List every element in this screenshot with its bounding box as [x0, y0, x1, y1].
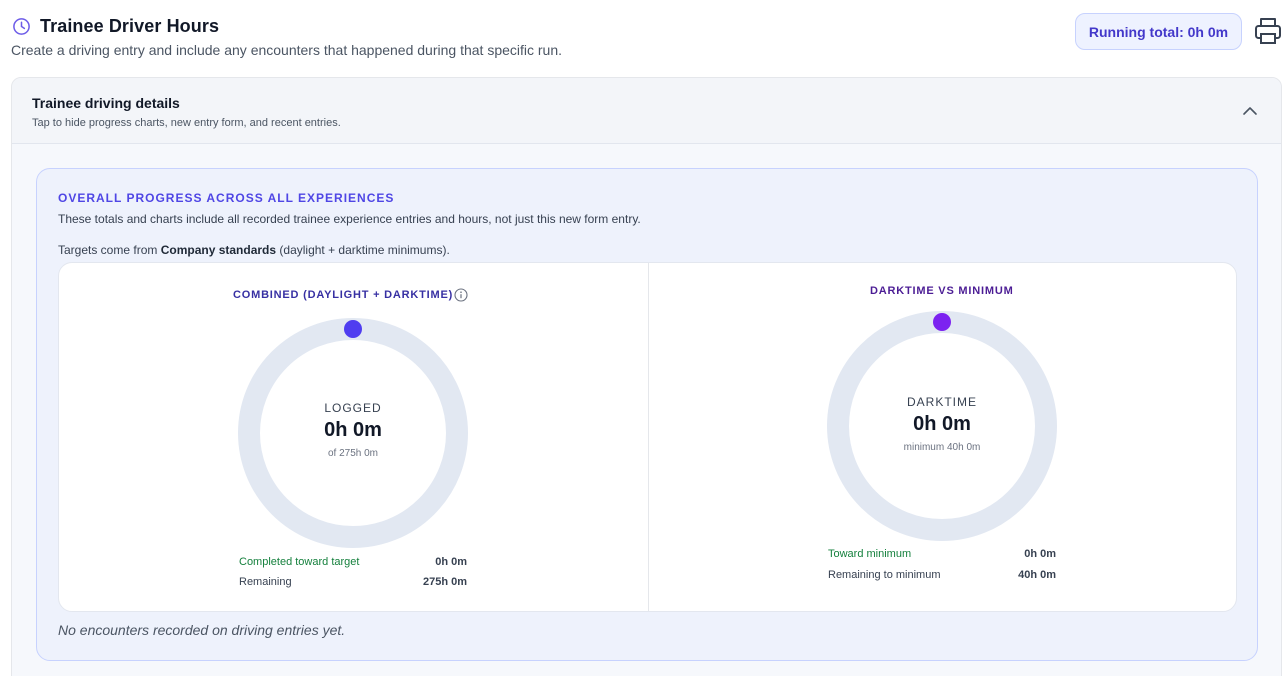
charts-container: COMBINED (DAYLIGHT + DARKTIME) LOGGED 0h…	[58, 262, 1237, 612]
panel-hint: Tap to hide progress charts, new entry f…	[32, 117, 341, 129]
page-title: Trainee Driver Hours	[40, 16, 220, 36]
darktime-ring-marker	[933, 313, 951, 331]
combined-center-value: 0h 0m	[324, 419, 382, 441]
title-row: Trainee Driver Hours	[12, 16, 219, 37]
darktime-stat-toward: Toward minimum 0h 0m	[828, 548, 1056, 560]
stat-value: 0h 0m	[435, 556, 467, 568]
combined-stat-completed: Completed toward target 0h 0m	[239, 556, 467, 568]
running-total-badge: Running total: 0h 0m	[1075, 13, 1242, 50]
page-subtitle: Create a driving entry and include any e…	[11, 42, 563, 58]
page-header: Trainee Driver Hours Create a driving en…	[0, 0, 1286, 76]
darktime-center-value: 0h 0m	[913, 413, 971, 435]
overall-progress-card: OVERALL PROGRESS ACROSS ALL EXPERIENCES …	[36, 168, 1258, 661]
stat-label: Toward minimum	[828, 548, 912, 560]
combined-center-label: LOGGED	[324, 401, 382, 415]
stat-value: 40h 0m	[1018, 569, 1056, 581]
panel-title: Trainee driving details	[32, 95, 180, 111]
progress-heading: OVERALL PROGRESS ACROSS ALL EXPERIENCES	[58, 191, 395, 205]
stat-label: Completed toward target	[239, 556, 360, 568]
panel-header-toggle[interactable]: Trainee driving details Tap to hide prog…	[12, 78, 1281, 144]
darktime-center-label: DARKTIME	[906, 395, 977, 409]
encounters-empty-note: No encounters recorded on driving entrie…	[58, 622, 346, 638]
combined-chart-title: COMBINED (DAYLIGHT + DARKTIME)	[233, 289, 454, 301]
progress-description: These totals and charts include all reco…	[58, 212, 641, 226]
targets-suffix: (daylight + darktime minimums).	[276, 243, 450, 257]
darktime-stat-remaining: Remaining to minimum 40h 0m	[828, 569, 1056, 581]
print-button[interactable]	[1253, 15, 1283, 47]
stat-value: 0h 0m	[1024, 548, 1056, 560]
darktime-ring-center: DARKTIME 0h 0m minimum 40h 0m	[822, 395, 1062, 453]
stat-label: Remaining to minimum	[828, 569, 941, 581]
info-icon[interactable]	[454, 288, 468, 302]
targets-line: Targets come from Company standards (day…	[58, 243, 450, 257]
charts-divider	[648, 263, 649, 611]
combined-center-sub: of 275h 0m	[327, 448, 379, 459]
stat-value: 275h 0m	[422, 576, 467, 588]
chevron-up-icon	[1243, 107, 1257, 115]
darktime-progress-ring	[827, 311, 1057, 541]
stat-label: Remaining	[239, 576, 292, 588]
collapse-button[interactable]	[1241, 102, 1259, 120]
targets-prefix: Targets come from	[58, 243, 161, 257]
clock-icon	[13, 18, 30, 35]
trainee-driving-panel: Trainee driving details Tap to hide prog…	[11, 77, 1282, 676]
printer-icon	[1255, 18, 1281, 44]
combined-ring-marker	[344, 320, 362, 338]
targets-source: Company standards	[160, 243, 277, 257]
combined-stat-remaining: Remaining 275h 0m	[239, 576, 467, 588]
combined-ring-center: LOGGED 0h 0m of 275h 0m	[233, 401, 473, 459]
darktime-chart-title: DARKTIME VS MINIMUM	[870, 285, 1014, 297]
combined-progress-ring	[238, 318, 468, 548]
darktime-center-sub: minimum 40h 0m	[903, 442, 981, 453]
